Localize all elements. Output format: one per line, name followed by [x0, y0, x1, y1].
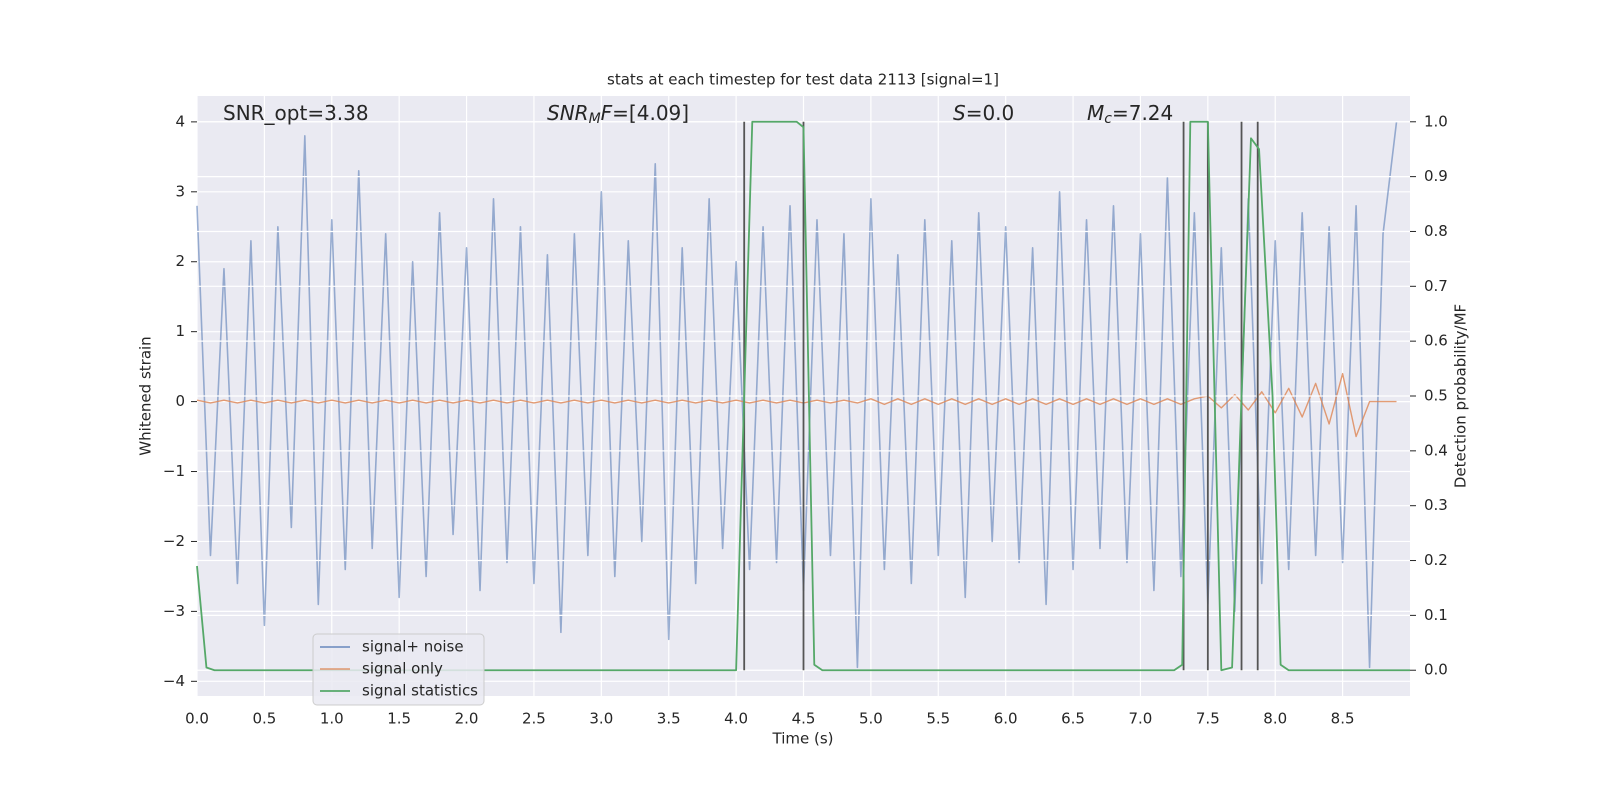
y-tick-label: −1: [163, 462, 185, 480]
y-axis-label: Whitened strain: [137, 336, 155, 455]
x-tick-label: 5.5: [926, 710, 950, 728]
y2-tick-label: 1.0: [1424, 112, 1448, 130]
x-tick-label: 1.5: [387, 710, 411, 728]
x-tick-label: 7.0: [1129, 710, 1153, 728]
x-tick-label: 5.0: [859, 710, 883, 728]
annotation: Mc=7.24: [1087, 101, 1173, 128]
y2-tick-label: 0.9: [1424, 167, 1448, 185]
x-tick-label: 1.0: [320, 710, 344, 728]
x-tick-label: 7.5: [1196, 710, 1220, 728]
x-tick-label: 4.0: [724, 710, 748, 728]
y2-axis-label: Detection probability/MF: [1452, 304, 1470, 488]
x-axis-label: Time (s): [772, 730, 834, 748]
annotation: S=0.0: [953, 101, 1014, 125]
series-line: [196, 372, 1397, 438]
y2-tick-label: 0.4: [1424, 441, 1448, 459]
annotation-part: S: [953, 101, 966, 125]
x-tick-label: 2.0: [455, 710, 479, 728]
x-tick-label: 3.5: [657, 710, 681, 728]
legend-label: signal statistics: [362, 682, 478, 700]
x-tick-label: 0.5: [252, 710, 276, 728]
y2-tick-label: 0.8: [1424, 222, 1448, 240]
y-tick-label: 2: [175, 252, 185, 270]
annotation-part: F: [601, 101, 613, 125]
annotation: SNR_opt=3.38: [223, 101, 369, 125]
y-tick-label: 1: [175, 322, 185, 340]
y-tick-label: −3: [163, 602, 185, 620]
x-tick-label: 8.0: [1263, 710, 1287, 728]
x-tick-label: 3.0: [589, 710, 613, 728]
series-line: [196, 121, 1398, 669]
annotation-part: SNR: [547, 101, 589, 125]
y2-tick-label: 0.7: [1424, 277, 1448, 295]
y-tick-label: 4: [175, 112, 185, 130]
y2-tick-label: 0.6: [1424, 332, 1448, 350]
annotation-part: =7.24: [1112, 101, 1173, 125]
series-line: [196, 120, 1410, 672]
x-tick-label: 6.0: [994, 710, 1018, 728]
y2-tick-label: 0.1: [1424, 606, 1448, 624]
y-tick-label: −4: [163, 672, 185, 690]
annotation-part: M: [1087, 101, 1104, 125]
annotation: SNRMF=[4.09]: [547, 101, 689, 128]
y2-tick-label: 0.3: [1424, 496, 1448, 514]
annotation-part: SNR_opt=3.38: [223, 101, 369, 125]
legend-box: [312, 633, 485, 706]
annotation-part: M: [589, 111, 601, 127]
annotation-part: =0.0: [966, 101, 1015, 125]
chart-title: stats at each timestep for test data 211…: [607, 71, 999, 89]
y2-tick-label: 0.2: [1424, 551, 1448, 569]
y-tick-label: 0: [175, 392, 185, 410]
annotation-part: c: [1104, 111, 1112, 127]
x-tick-label: 0.0: [185, 710, 209, 728]
y2-tick-label: 0.0: [1424, 661, 1448, 679]
y2-tick-label: 0.5: [1424, 387, 1448, 405]
x-tick-label: 8.5: [1331, 710, 1355, 728]
y-tick-label: −2: [163, 532, 185, 550]
annotation-part: =[4.09]: [612, 101, 689, 125]
y-tick-label: 3: [175, 182, 185, 200]
legend-label: signal+ noise: [362, 638, 464, 656]
x-tick-label: 2.5: [522, 710, 546, 728]
legend-label: signal only: [362, 660, 443, 678]
x-tick-label: 4.5: [792, 710, 816, 728]
x-tick-label: 6.5: [1061, 710, 1085, 728]
